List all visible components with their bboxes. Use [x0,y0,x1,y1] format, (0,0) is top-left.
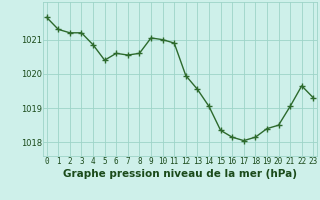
X-axis label: Graphe pression niveau de la mer (hPa): Graphe pression niveau de la mer (hPa) [63,169,297,179]
